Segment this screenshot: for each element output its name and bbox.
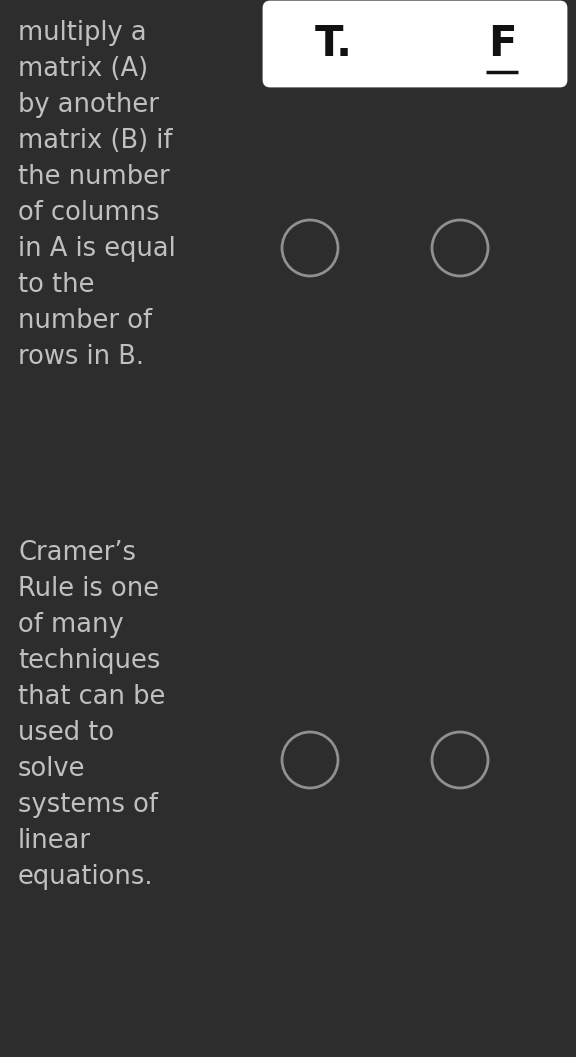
FancyBboxPatch shape	[264, 2, 566, 86]
Text: T.: T.	[315, 23, 353, 64]
Ellipse shape	[282, 220, 338, 276]
Text: F: F	[488, 23, 516, 64]
Ellipse shape	[432, 220, 488, 276]
Text: Cramer’s
Rule is one
of many
techniques
that can be
used to
solve
systems of
lin: Cramer’s Rule is one of many techniques …	[18, 540, 165, 890]
Ellipse shape	[282, 733, 338, 789]
Ellipse shape	[432, 733, 488, 789]
Text: multiply a
matrix (A)
by another
matrix (B) if
the number
of columns
in A is equ: multiply a matrix (A) by another matrix …	[18, 20, 176, 370]
